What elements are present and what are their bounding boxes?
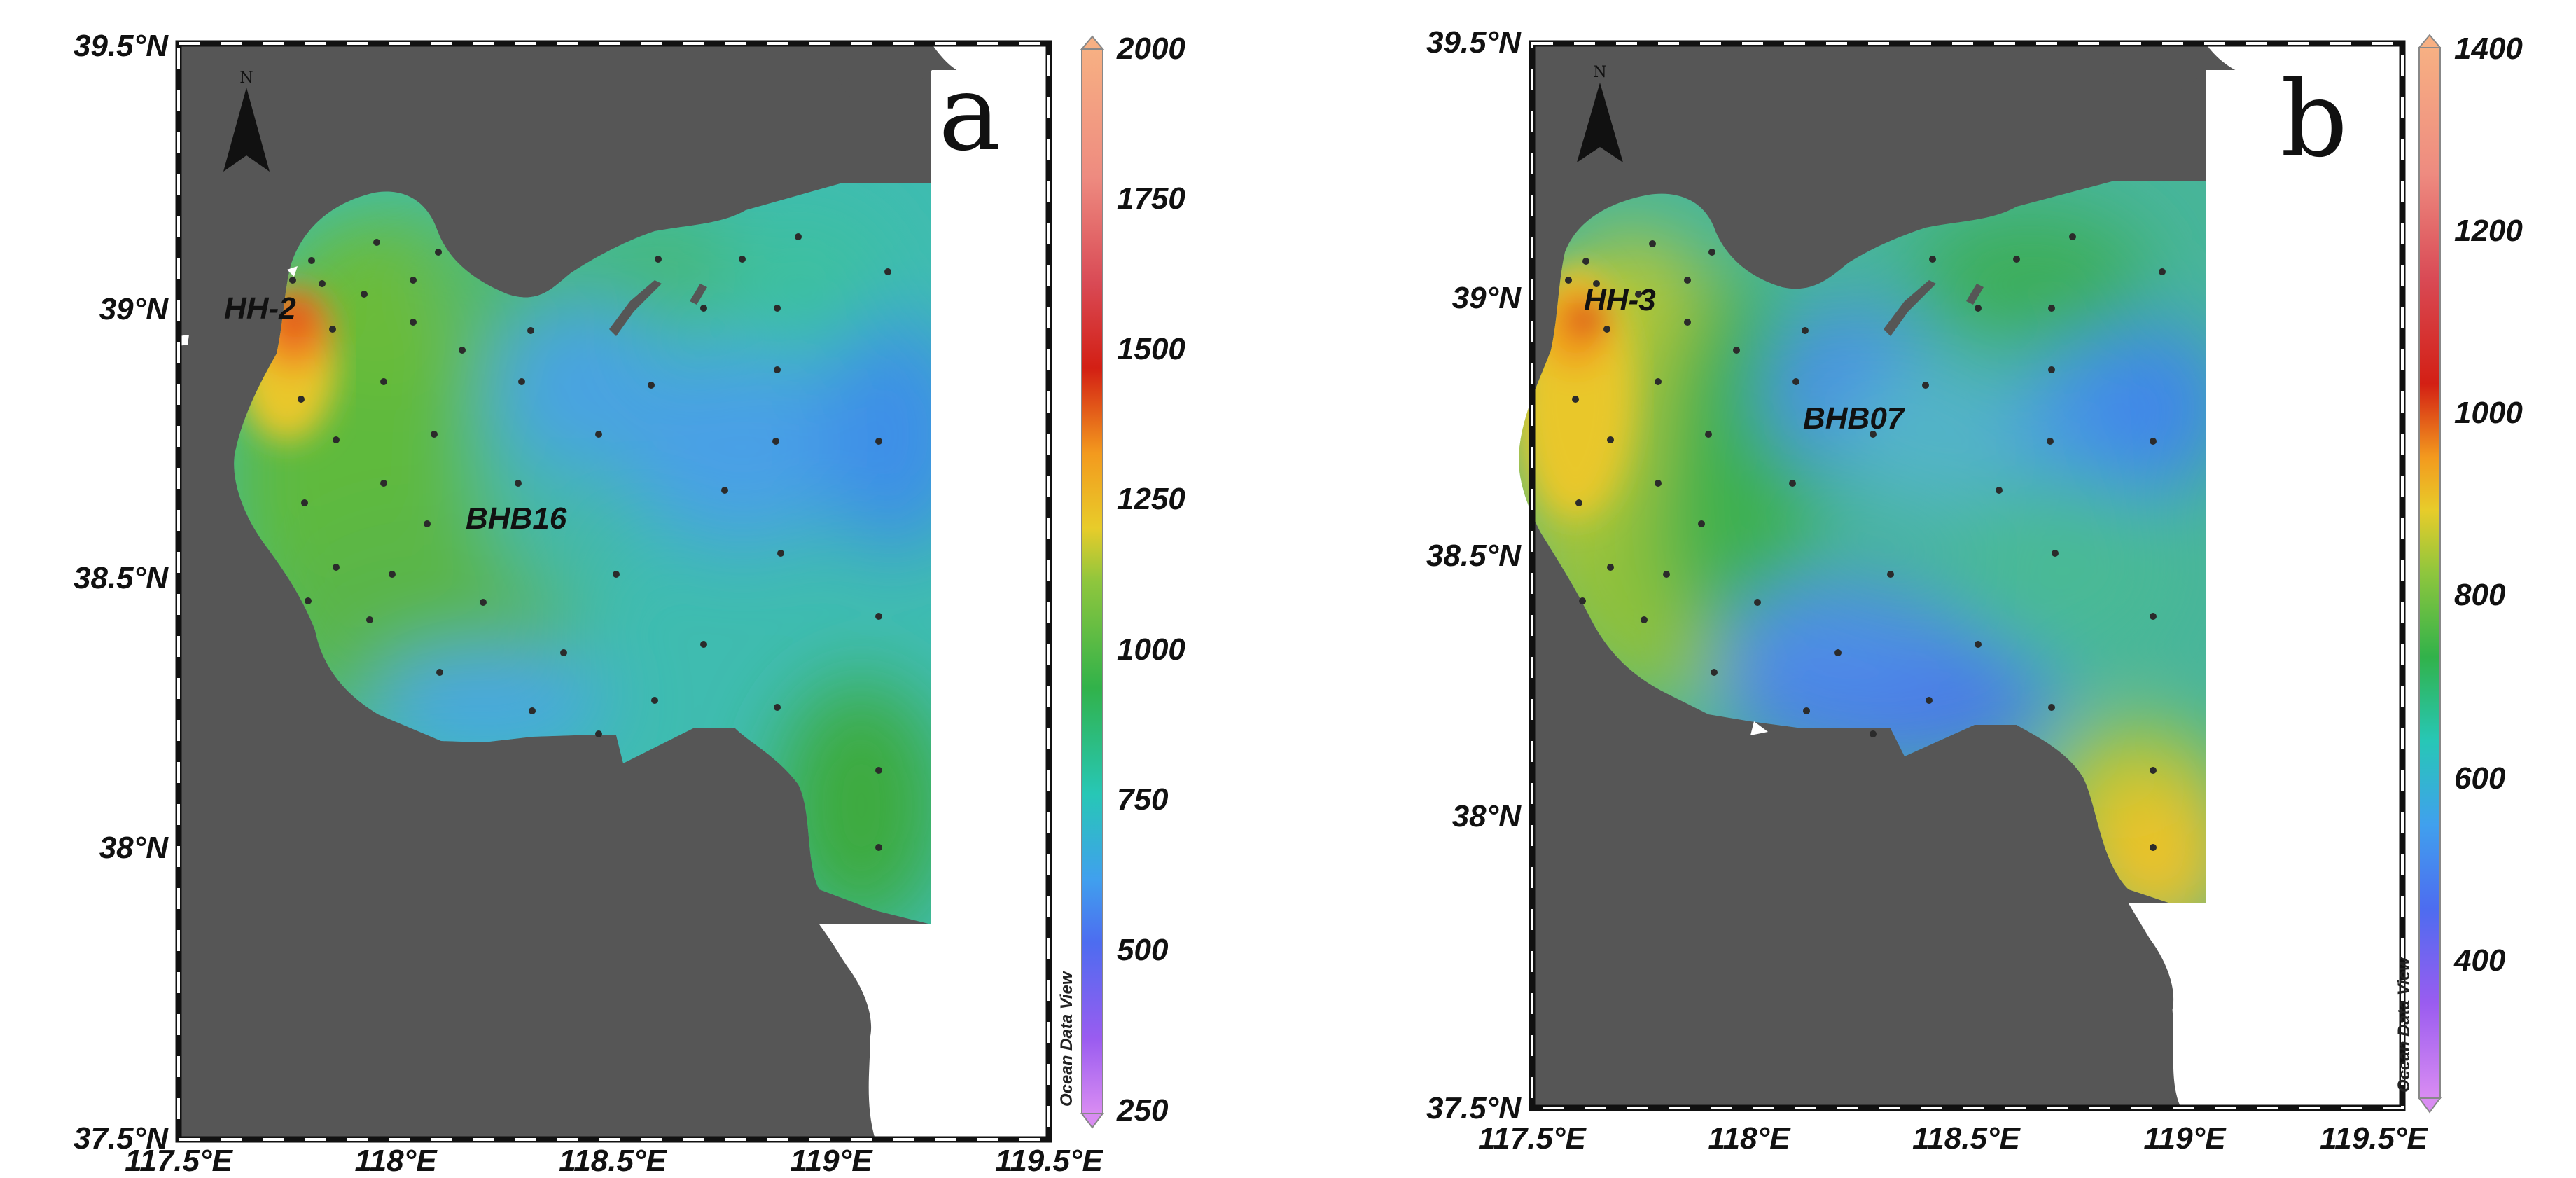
colorbar-tick: 500	[1117, 933, 1169, 967]
panel-b: HH-3 BHB07 N b 39.5°N 39°N 38.5°N 38°N 3…	[1426, 25, 2523, 1156]
panel-a: HH-2 BHB16 N a 39.5°N 39°N 38.5°N 38°N 3…	[74, 29, 1185, 1178]
colorbar-tick: 1200	[2454, 214, 2523, 248]
lat-tick: 37.5°N	[1426, 1091, 1522, 1125]
colorbar-tick: 1000	[2454, 396, 2523, 430]
svg-text:N: N	[1593, 64, 1606, 81]
colorbar-credit: Ocean Data View	[1057, 971, 1076, 1107]
colorbar-tick: 750	[1117, 782, 1169, 817]
panel-letter: b	[2281, 59, 2348, 181]
longitude-axis: 117.5°E 118°E 118.5°E 119°E 119.5°E	[1478, 1121, 2428, 1156]
lon-tick: 119.5°E	[2320, 1121, 2428, 1156]
station-label-bhb16: BHB16	[466, 501, 567, 536]
lon-tick: 118°E	[354, 1144, 438, 1178]
open-sea-no-data	[2129, 70, 2402, 1108]
station-dots	[289, 233, 891, 851]
station-label-hh2: HH-2	[224, 291, 296, 326]
lat-tick: 38.5°N	[1426, 539, 1522, 573]
lon-tick: 119.5°E	[995, 1144, 1103, 1178]
lon-tick: 119°E	[2143, 1121, 2227, 1156]
longitude-axis: 117.5°E 118°E 118.5°E 119°E 119.5°E	[125, 1144, 1103, 1178]
open-sea-no-data	[819, 70, 1049, 1139]
colorbar-tick: 1500	[1117, 332, 1185, 366]
lon-tick: 119°E	[790, 1144, 873, 1178]
north-arrow-icon: N	[1577, 64, 1623, 162]
lat-tick: 38°N	[99, 831, 169, 865]
concentration-field	[1519, 181, 2206, 903]
colorbar-tick: 800	[2454, 578, 2506, 612]
svg-text:N: N	[239, 69, 253, 87]
lat-tick: 38.5°N	[74, 561, 169, 595]
colorbar: 2000 1750 1500 1250 1000 750 500 250 Oce…	[1057, 32, 1185, 1129]
lat-tick: 39.5°N	[1426, 25, 1522, 60]
lat-tick: 38°N	[1452, 799, 1522, 833]
lat-tick: 39°N	[99, 292, 169, 326]
colorbar-tick: 1750	[1117, 181, 1185, 216]
colorbar-tick: 1400	[2454, 32, 2523, 66]
station-label-bhb07: BHB07	[1803, 401, 1906, 436]
colorbar-tick: 1000	[1117, 632, 1185, 667]
lon-tick: 117.5°E	[125, 1144, 233, 1178]
colorbar-tick: 600	[2454, 761, 2506, 796]
colorbar-credit: Ocean Data View	[2395, 957, 2414, 1093]
panel-letter: a	[938, 53, 1001, 174]
lat-tick: 39.5°N	[74, 29, 169, 63]
latitude-axis: 39.5°N 39°N 38.5°N 38°N 37.5°N	[74, 29, 169, 1156]
lon-tick: 118.5°E	[1912, 1121, 2021, 1156]
lon-tick: 118.5°E	[559, 1144, 667, 1178]
north-arrow-icon: N	[223, 69, 270, 172]
colorbar-tick: 400	[2453, 943, 2506, 978]
lat-tick: 39°N	[1452, 281, 1522, 315]
latitude-axis: 39.5°N 39°N 38.5°N 38°N 37.5°N	[1426, 25, 1522, 1125]
colorbar-tick: 1250	[1117, 482, 1185, 516]
lon-tick: 118°E	[1708, 1121, 1791, 1156]
colorbar-tick: 250	[1116, 1093, 1169, 1128]
station-dots	[1565, 233, 2166, 851]
colorbar-tick: 2000	[1116, 32, 1185, 66]
colorbar: 1400 1200 1000 800 600 400 Ocean Data Vi…	[2395, 32, 2523, 1114]
lon-tick: 117.5°E	[1478, 1121, 1587, 1156]
station-label-hh3: HH-3	[1584, 283, 1656, 317]
lat-tick: 37.5°N	[74, 1121, 169, 1156]
